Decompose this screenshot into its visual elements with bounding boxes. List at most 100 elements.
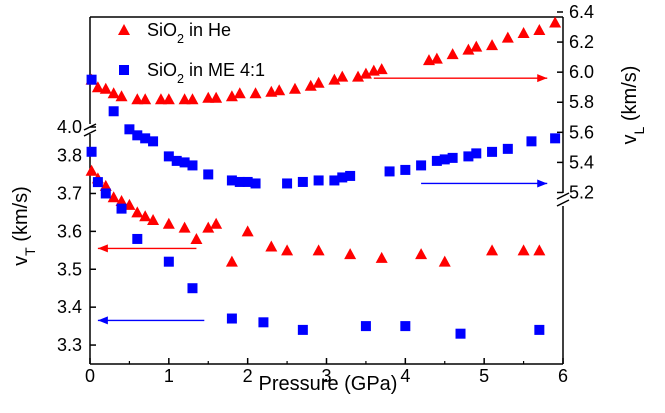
- data-point-triangle: [186, 93, 199, 105]
- data-point-square: [132, 130, 143, 141]
- data-point-triangle: [273, 84, 286, 96]
- data-point-triangle: [533, 24, 546, 36]
- data-point-triangle: [115, 195, 128, 207]
- data-point-triangle: [533, 244, 546, 256]
- data-point-triangle: [312, 76, 325, 88]
- data-point-square: [439, 154, 450, 165]
- x-tick-label: 4: [400, 366, 410, 386]
- data-point-square: [400, 164, 411, 175]
- right-break-mark: [556, 192, 570, 200]
- data-point-triangle: [115, 90, 128, 102]
- data-point-triangle: [178, 221, 191, 233]
- x-axis-title: Pressure (GPa): [259, 373, 398, 395]
- arrow-head: [97, 244, 108, 253]
- data-point-square: [108, 106, 119, 117]
- data-point-square: [132, 233, 143, 244]
- data-point-triangle: [225, 90, 238, 102]
- legend-label: SiO2 in He: [147, 20, 231, 46]
- data-point-triangle: [202, 91, 215, 103]
- data-point-triangle: [430, 52, 443, 64]
- data-point-triangle: [375, 251, 388, 263]
- data-point-triangle: [517, 244, 530, 256]
- data-point-square: [400, 321, 411, 332]
- data-point-triangle: [352, 70, 365, 82]
- left-break-mark: [83, 129, 97, 137]
- y-right-tick-label: 5.6: [569, 122, 594, 142]
- data-point-square: [345, 170, 356, 181]
- axis-ticks: 0 1 2 3 4 5 6 3.3 3.4 3.5 3.6 3.7 3.8 4.0 5.2 5.4 5.6 5.8…: [57, 2, 594, 386]
- y-left-tick-label: 3.3: [57, 335, 82, 355]
- y-left-tick-label: 3.7: [57, 183, 82, 203]
- data-point-triangle: [517, 27, 530, 39]
- data-point-square: [226, 313, 237, 324]
- data-point-square: [100, 188, 111, 199]
- data-point-triangle: [139, 210, 152, 222]
- data-point-square: [163, 256, 174, 267]
- data-points: [85, 16, 562, 339]
- y-left-tick-label: 3.5: [57, 259, 82, 279]
- data-point-square: [140, 133, 151, 144]
- data-point-triangle: [131, 93, 144, 105]
- data-point-square: [447, 152, 458, 163]
- data-point-triangle: [178, 93, 191, 105]
- data-point-triangle: [446, 48, 459, 60]
- data-point-square: [313, 175, 324, 186]
- y-left-axis-title: vT (km/s): [10, 186, 38, 266]
- x-tick-label: 0: [85, 366, 95, 386]
- data-point-triangle: [107, 191, 120, 203]
- arrow-head: [97, 316, 108, 325]
- data-point-triangle: [139, 93, 152, 105]
- y-right-tick-label: 5.2: [569, 182, 594, 202]
- x-tick-label: 3: [321, 366, 331, 386]
- legend-marker: [119, 65, 129, 75]
- data-point-square: [171, 155, 182, 166]
- data-point-triangle: [210, 217, 223, 229]
- data-point-triangle: [336, 70, 349, 82]
- data-point-triangle: [328, 73, 341, 85]
- legend: SiO2 in He SiO2 in ME 4:1: [118, 20, 265, 86]
- data-point-triangle: [486, 244, 499, 256]
- y-right-tick-label: 5.8: [569, 92, 594, 112]
- legend-marker: [118, 24, 130, 35]
- data-point-triangle: [501, 31, 514, 43]
- data-point-square: [179, 157, 190, 168]
- y-left-tick-label: 3.6: [57, 221, 82, 241]
- arrow-head: [537, 74, 548, 83]
- x-tick-label: 6: [558, 366, 568, 386]
- data-point-triangle: [344, 248, 357, 260]
- data-point-triangle: [162, 217, 175, 229]
- arrow-head: [537, 179, 548, 188]
- data-point-square: [187, 283, 198, 294]
- data-point-square: [416, 160, 427, 171]
- axis-labels: Pressure (GPa) vT (km/s) vL (km/s): [10, 66, 647, 395]
- data-point-triangle: [462, 43, 475, 55]
- data-point-square: [116, 203, 127, 214]
- data-point-square: [360, 321, 371, 332]
- data-point-triangle: [233, 87, 246, 99]
- data-point-triangle: [241, 225, 254, 237]
- data-point-triangle: [304, 79, 317, 91]
- data-point-triangle: [99, 179, 112, 191]
- data-point-square: [282, 178, 293, 189]
- x-tick-label: 5: [479, 366, 489, 386]
- data-point-triangle: [154, 93, 167, 105]
- data-point-triangle: [438, 255, 451, 267]
- data-point-triangle: [288, 82, 301, 94]
- data-point-square: [463, 151, 474, 162]
- data-point-triangle: [375, 63, 388, 75]
- data-point-square: [526, 136, 537, 147]
- data-point-square: [86, 146, 97, 157]
- data-point-square: [329, 175, 340, 186]
- data-point-triangle: [91, 81, 104, 93]
- data-point-square: [455, 328, 466, 339]
- data-point-triangle: [162, 93, 175, 105]
- data-point-square: [534, 324, 545, 335]
- data-point-triangle: [131, 206, 144, 218]
- data-point-square: [471, 148, 482, 159]
- data-point-square: [431, 155, 442, 166]
- data-point-triangle: [486, 39, 499, 51]
- axis-arrows: [97, 74, 548, 325]
- data-point-triangle: [359, 67, 372, 79]
- data-point-triangle: [265, 240, 278, 252]
- y-left-tick-label: 3.4: [57, 297, 82, 317]
